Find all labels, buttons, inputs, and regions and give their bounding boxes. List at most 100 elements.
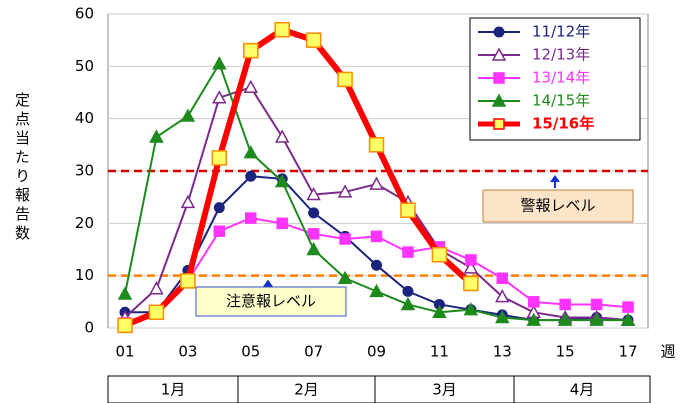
data-point	[180, 273, 196, 289]
data-point	[493, 72, 505, 84]
data-point	[180, 194, 196, 209]
data-point	[400, 202, 416, 218]
data-point	[463, 275, 479, 292]
data-point	[557, 312, 573, 326]
y-tick-label: 10	[75, 266, 94, 284]
x-tick-label: 01	[115, 343, 134, 361]
data-point	[213, 202, 225, 214]
data-point	[307, 228, 320, 240]
data-point	[526, 312, 541, 326]
legend-label: 13/14年	[532, 69, 590, 87]
data-point	[590, 298, 603, 311]
data-point	[274, 129, 290, 143]
data-point	[149, 281, 164, 295]
data-point	[213, 225, 226, 237]
reference-label-box	[195, 286, 347, 317]
reference-arrowhead	[550, 175, 560, 182]
month-label: 4月	[570, 381, 595, 399]
x-tick-label: 07	[304, 343, 323, 361]
x-tick-label: 11	[430, 343, 449, 361]
data-point	[463, 260, 479, 274]
data-point	[212, 56, 227, 70]
month-label: 1月	[161, 381, 186, 399]
data-point	[495, 289, 510, 303]
data-point	[589, 312, 604, 326]
data-point	[212, 90, 227, 104]
data-point	[493, 26, 505, 38]
data-point	[243, 42, 259, 59]
data-point	[620, 312, 636, 326]
data-point	[117, 286, 133, 300]
data-point	[180, 108, 196, 122]
y-tick-label: 30	[75, 162, 94, 180]
data-point	[622, 301, 634, 313]
legend-label: 11/12年	[532, 23, 590, 41]
y-tick-label: 0	[84, 319, 94, 337]
data-point	[245, 212, 257, 224]
data-point	[149, 129, 164, 143]
series	[117, 21, 479, 334]
data-point	[337, 184, 353, 198]
x-tick-label: 17	[618, 343, 637, 361]
data-point	[276, 217, 288, 230]
data-point	[491, 93, 507, 107]
data-point	[274, 21, 290, 38]
data-point	[243, 145, 259, 159]
data-point	[337, 71, 353, 88]
data-point	[339, 233, 351, 245]
legend-label: 15/16年	[532, 115, 594, 133]
data-point	[431, 246, 448, 263]
data-point	[527, 296, 540, 308]
data-point	[369, 283, 384, 298]
data-point	[495, 309, 510, 324]
data-point	[402, 246, 414, 258]
legend-label: 14/15年	[532, 92, 590, 110]
data-point	[400, 296, 416, 311]
data-point	[465, 254, 477, 266]
x-tick-label: 05	[241, 343, 260, 361]
data-point	[370, 230, 383, 243]
data-point	[305, 32, 322, 48]
reference-label: 警報レベル	[520, 197, 595, 215]
data-point	[491, 47, 507, 61]
data-point	[463, 302, 479, 316]
x-tick-label: 15	[556, 343, 575, 361]
month-label: 2月	[294, 381, 319, 399]
x-axis-label: 週	[660, 343, 675, 361]
data-point	[308, 207, 320, 219]
data-point	[368, 137, 385, 153]
data-point	[148, 304, 165, 321]
month-row	[107, 375, 651, 403]
data-point	[306, 241, 321, 256]
series	[119, 212, 634, 329]
legend-label: 12/13年	[532, 46, 590, 64]
reference-arrowhead	[263, 279, 273, 287]
y-axis-label: 定点当たり報告数	[13, 92, 31, 244]
data-point	[496, 272, 509, 285]
data-point	[337, 270, 353, 285]
y-tick-label: 50	[75, 57, 94, 75]
data-point	[274, 173, 290, 188]
reference-label: 注意報レベル	[226, 292, 316, 310]
data-point	[493, 118, 505, 130]
x-tick-label: 03	[178, 343, 197, 361]
data-point	[369, 176, 384, 190]
x-tick-label: 09	[367, 343, 386, 361]
data-point	[559, 298, 571, 311]
y-tick-label: 40	[75, 109, 94, 127]
data-point	[432, 304, 447, 319]
data-point	[306, 186, 321, 201]
data-point	[117, 317, 133, 334]
month-label: 3月	[432, 381, 457, 399]
y-tick-label: 20	[75, 214, 94, 232]
series	[117, 56, 636, 326]
data-point	[211, 150, 228, 166]
reference-label-box	[482, 189, 634, 223]
y-tick-label: 60	[75, 5, 94, 23]
data-point	[371, 259, 383, 271]
x-tick-label: 13	[493, 343, 512, 361]
data-point	[243, 79, 259, 94]
data-point	[245, 170, 257, 182]
